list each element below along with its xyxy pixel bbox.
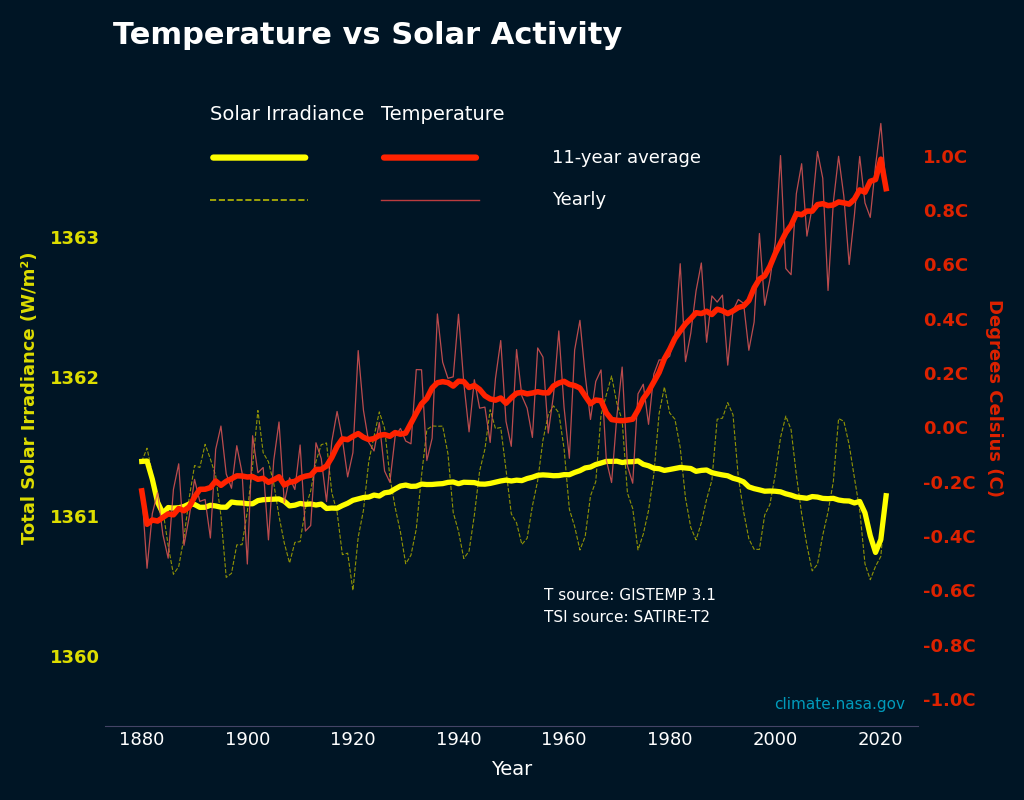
Text: T source: GISTEMP 3.1
TSI source: SATIRE-T2: T source: GISTEMP 3.1 TSI source: SATIRE…: [544, 588, 716, 626]
Text: climate.nasa.gov: climate.nasa.gov: [774, 697, 905, 712]
Text: Temperature: Temperature: [381, 106, 505, 124]
Text: 11-year average: 11-year average: [552, 149, 701, 166]
Y-axis label: Total Solar Irradiance (W/m²): Total Solar Irradiance (W/m²): [20, 251, 39, 544]
Text: Yearly: Yearly: [552, 191, 606, 210]
Text: Temperature vs Solar Activity: Temperature vs Solar Activity: [113, 21, 623, 50]
X-axis label: Year: Year: [490, 760, 531, 779]
Y-axis label: Degrees Celsius (C): Degrees Celsius (C): [985, 298, 1004, 497]
Text: Solar Irradiance: Solar Irradiance: [211, 106, 365, 124]
